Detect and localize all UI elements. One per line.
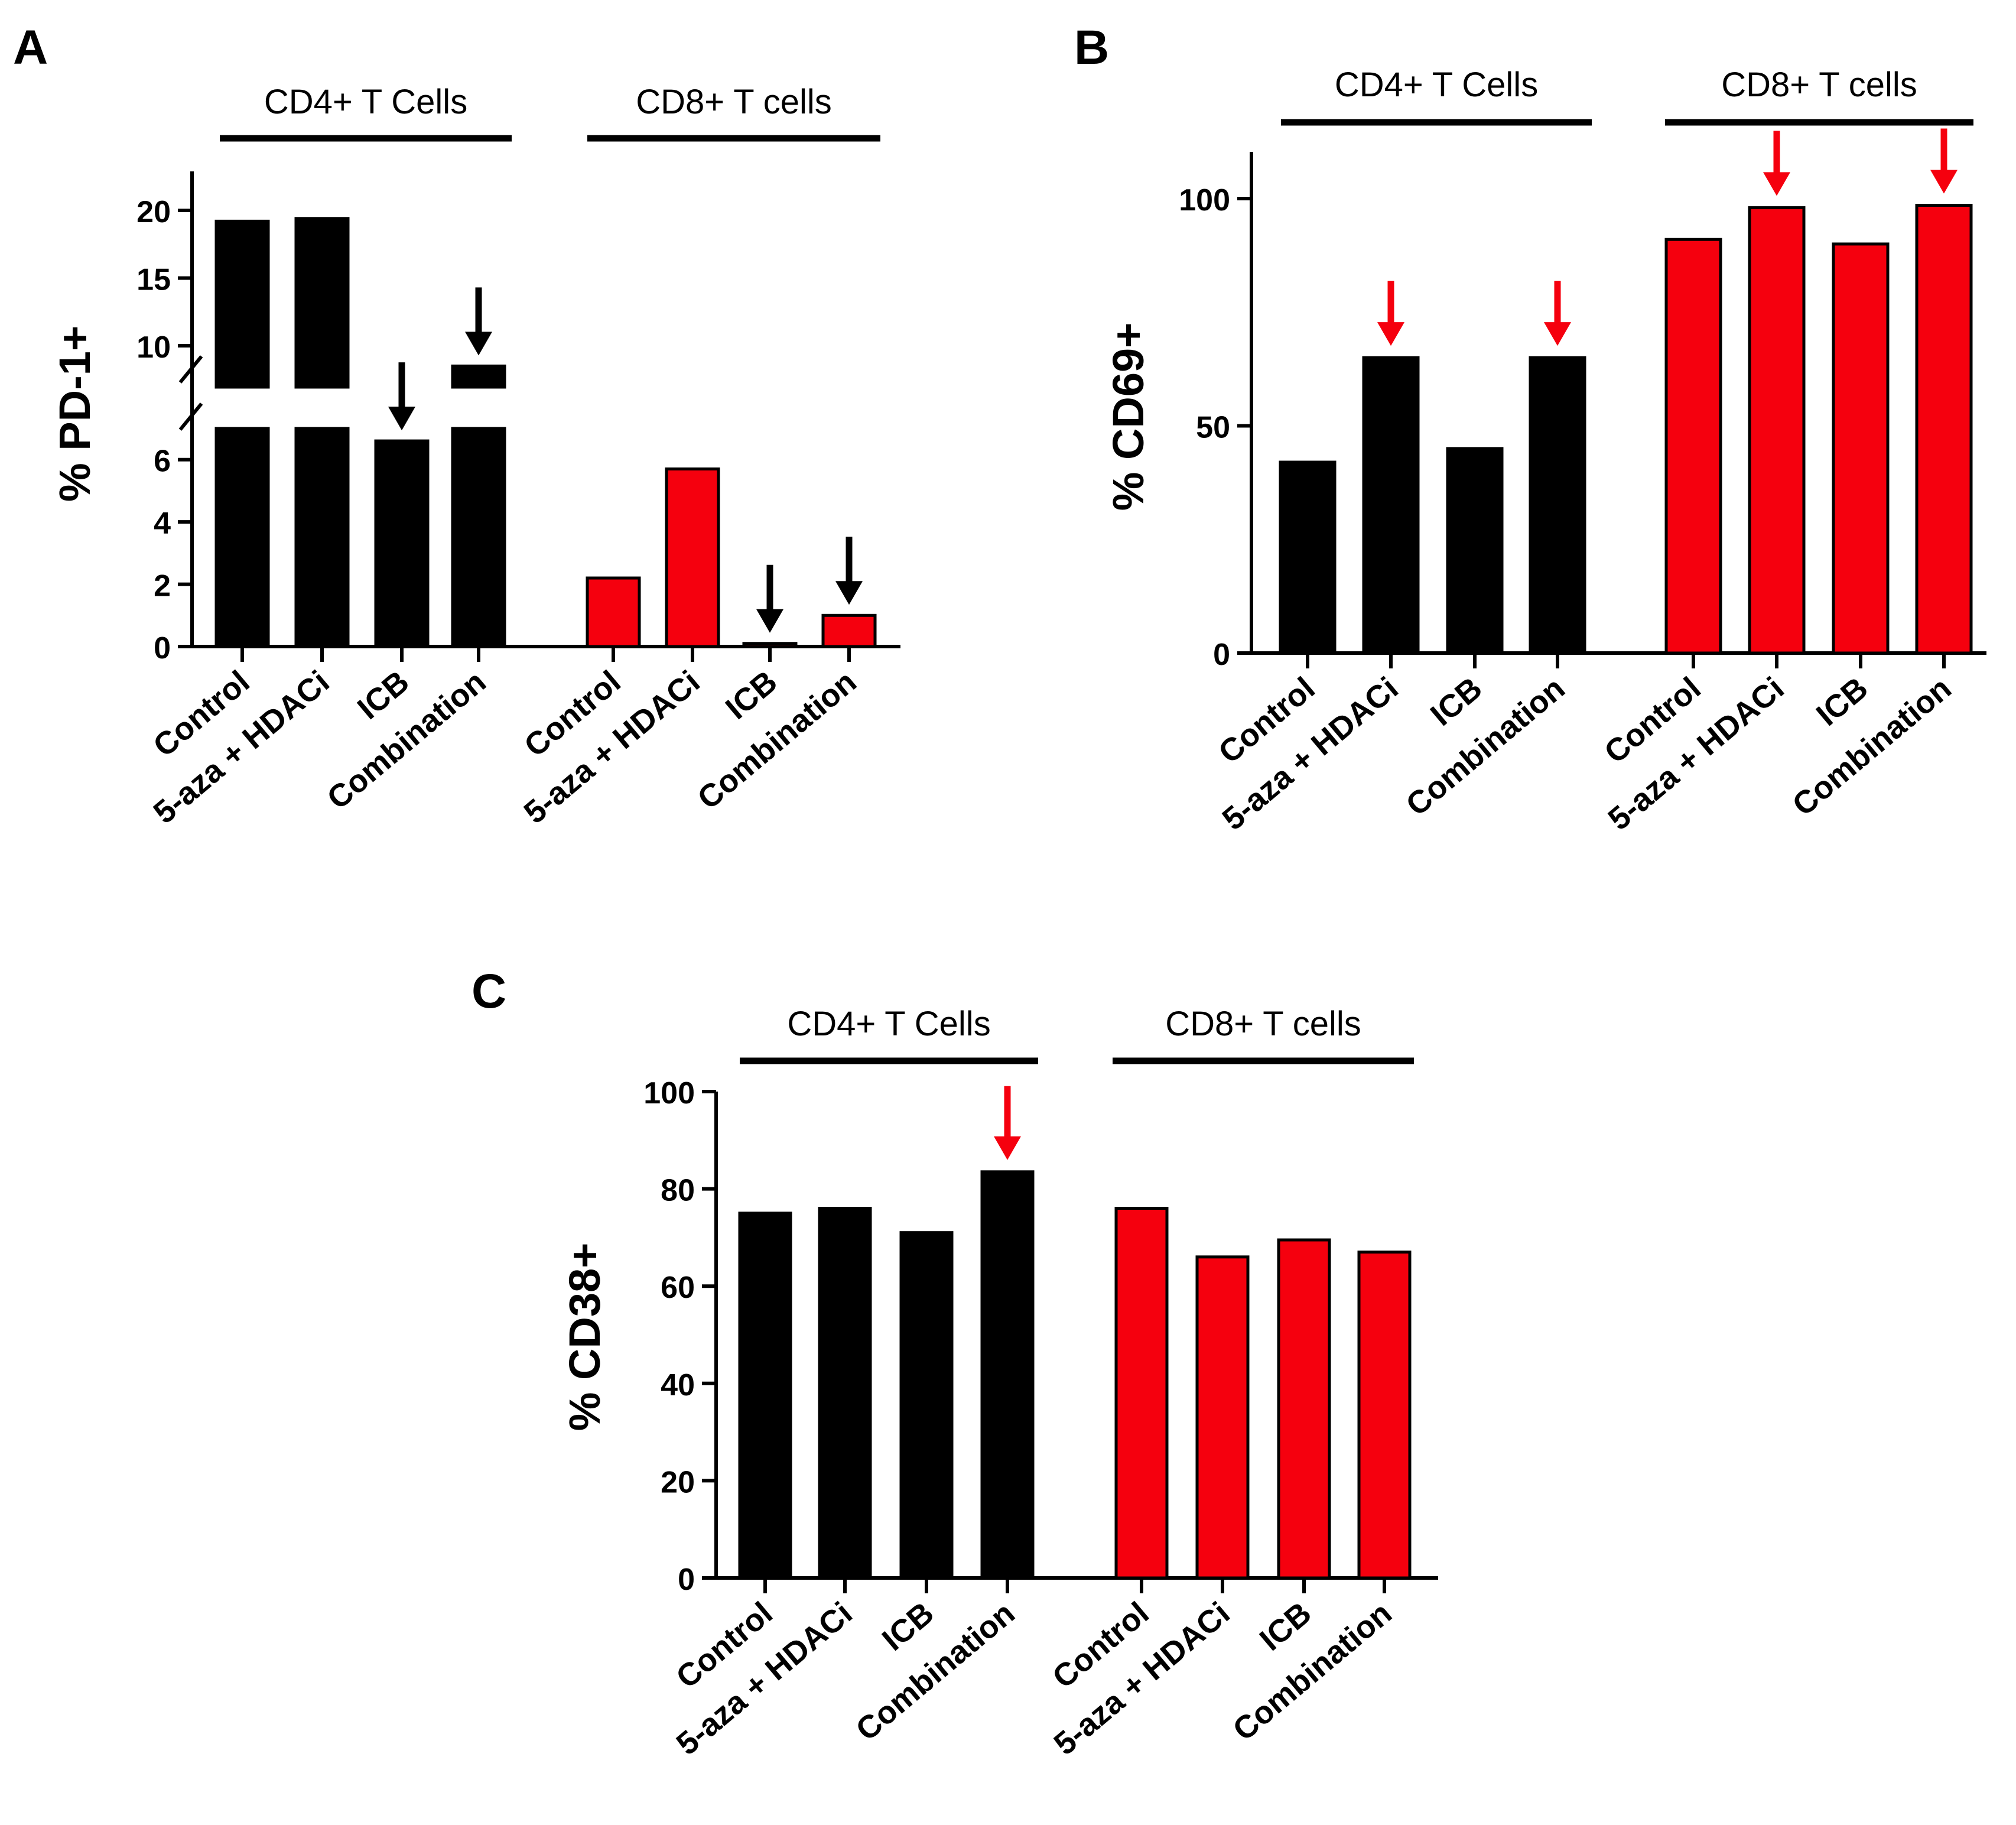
panel-a-letter: A <box>13 21 48 74</box>
bar <box>1357 1251 1412 1580</box>
annotation-arrow-head <box>1544 322 1571 346</box>
y-tick-label: 60 <box>661 1271 695 1305</box>
bar <box>1279 460 1337 655</box>
panel-c-letter: C <box>472 965 506 1018</box>
x-tick-label: Combination <box>1399 670 1571 823</box>
x-tick-label: ICB <box>1253 1595 1318 1658</box>
bar <box>742 642 798 648</box>
y-tick-label: 50 <box>1196 411 1230 445</box>
bar <box>1114 1207 1169 1580</box>
bar <box>374 439 430 648</box>
group-label: CD4+ T Cells <box>787 1005 990 1043</box>
group-label: CD8+ T cells <box>636 83 832 121</box>
annotation-arrow-head <box>1763 172 1790 196</box>
bar <box>738 1212 792 1580</box>
bar <box>1446 447 1504 655</box>
bar <box>586 576 641 648</box>
bar <box>665 467 720 648</box>
bar <box>1748 206 1806 655</box>
annotation-arrow-head <box>756 609 783 633</box>
bar <box>1529 356 1586 655</box>
axis-break-mark <box>178 402 203 431</box>
annotation-arrow-head <box>388 407 415 431</box>
annotation-arrow-head <box>1377 322 1404 346</box>
x-tick-label: ICB <box>1810 670 1875 733</box>
group-label: CD8+ T cells <box>1165 1005 1361 1043</box>
y-tick-label: 4 <box>154 506 171 541</box>
y-tick-label: 0 <box>1213 638 1230 672</box>
y-tick-label: 100 <box>1179 183 1230 217</box>
y-tick-label: 100 <box>643 1076 695 1110</box>
bar-upper-segment <box>451 364 506 389</box>
group-label: CD8+ T cells <box>1721 66 1917 104</box>
x-tick-label: ICB <box>1424 670 1489 733</box>
bar <box>214 427 270 648</box>
y-tick-label: 20 <box>136 195 171 229</box>
bar-upper-segment <box>294 217 350 389</box>
bar <box>294 427 350 648</box>
group-label: CD4+ T Cells <box>1335 66 1538 104</box>
bar <box>899 1231 954 1580</box>
bar <box>821 613 877 648</box>
bar <box>1832 242 1890 655</box>
y-tick-label: 80 <box>661 1174 695 1208</box>
y-tick-label: 20 <box>661 1465 695 1499</box>
y-axis-label: % PD-1+ <box>50 326 99 502</box>
bar <box>451 427 506 648</box>
bar <box>1195 1255 1250 1580</box>
annotation-arrow-head <box>1930 170 1958 194</box>
x-tick-label: Combination <box>1786 670 1958 823</box>
x-tick-label: ICB <box>719 664 784 726</box>
y-tick-label: 0 <box>678 1563 695 1597</box>
y-tick-label: 10 <box>136 330 171 365</box>
y-axis-label: % CD38+ <box>560 1243 609 1431</box>
annotation-arrow-head <box>994 1136 1021 1160</box>
y-tick-label: 40 <box>661 1368 695 1402</box>
x-tick-label: ICB <box>876 1595 941 1658</box>
group-label: CD4+ T Cells <box>264 83 467 121</box>
y-tick-label: 2 <box>154 569 171 603</box>
bar <box>818 1207 872 1580</box>
bar <box>1664 238 1722 655</box>
y-axis-label: % CD69+ <box>1104 323 1153 511</box>
y-tick-label: 0 <box>154 631 171 665</box>
annotation-arrow-head <box>465 332 492 356</box>
bar <box>980 1170 1035 1580</box>
bar <box>1362 356 1420 655</box>
y-tick-label: 15 <box>136 263 171 297</box>
y-tick-label: 6 <box>154 444 171 479</box>
axis-break-mark <box>178 355 203 384</box>
annotation-arrow-head <box>835 581 863 605</box>
bar <box>1915 204 1973 655</box>
panel-b-letter: B <box>1074 21 1109 74</box>
bar <box>1277 1238 1331 1580</box>
bar-upper-segment <box>214 219 270 389</box>
